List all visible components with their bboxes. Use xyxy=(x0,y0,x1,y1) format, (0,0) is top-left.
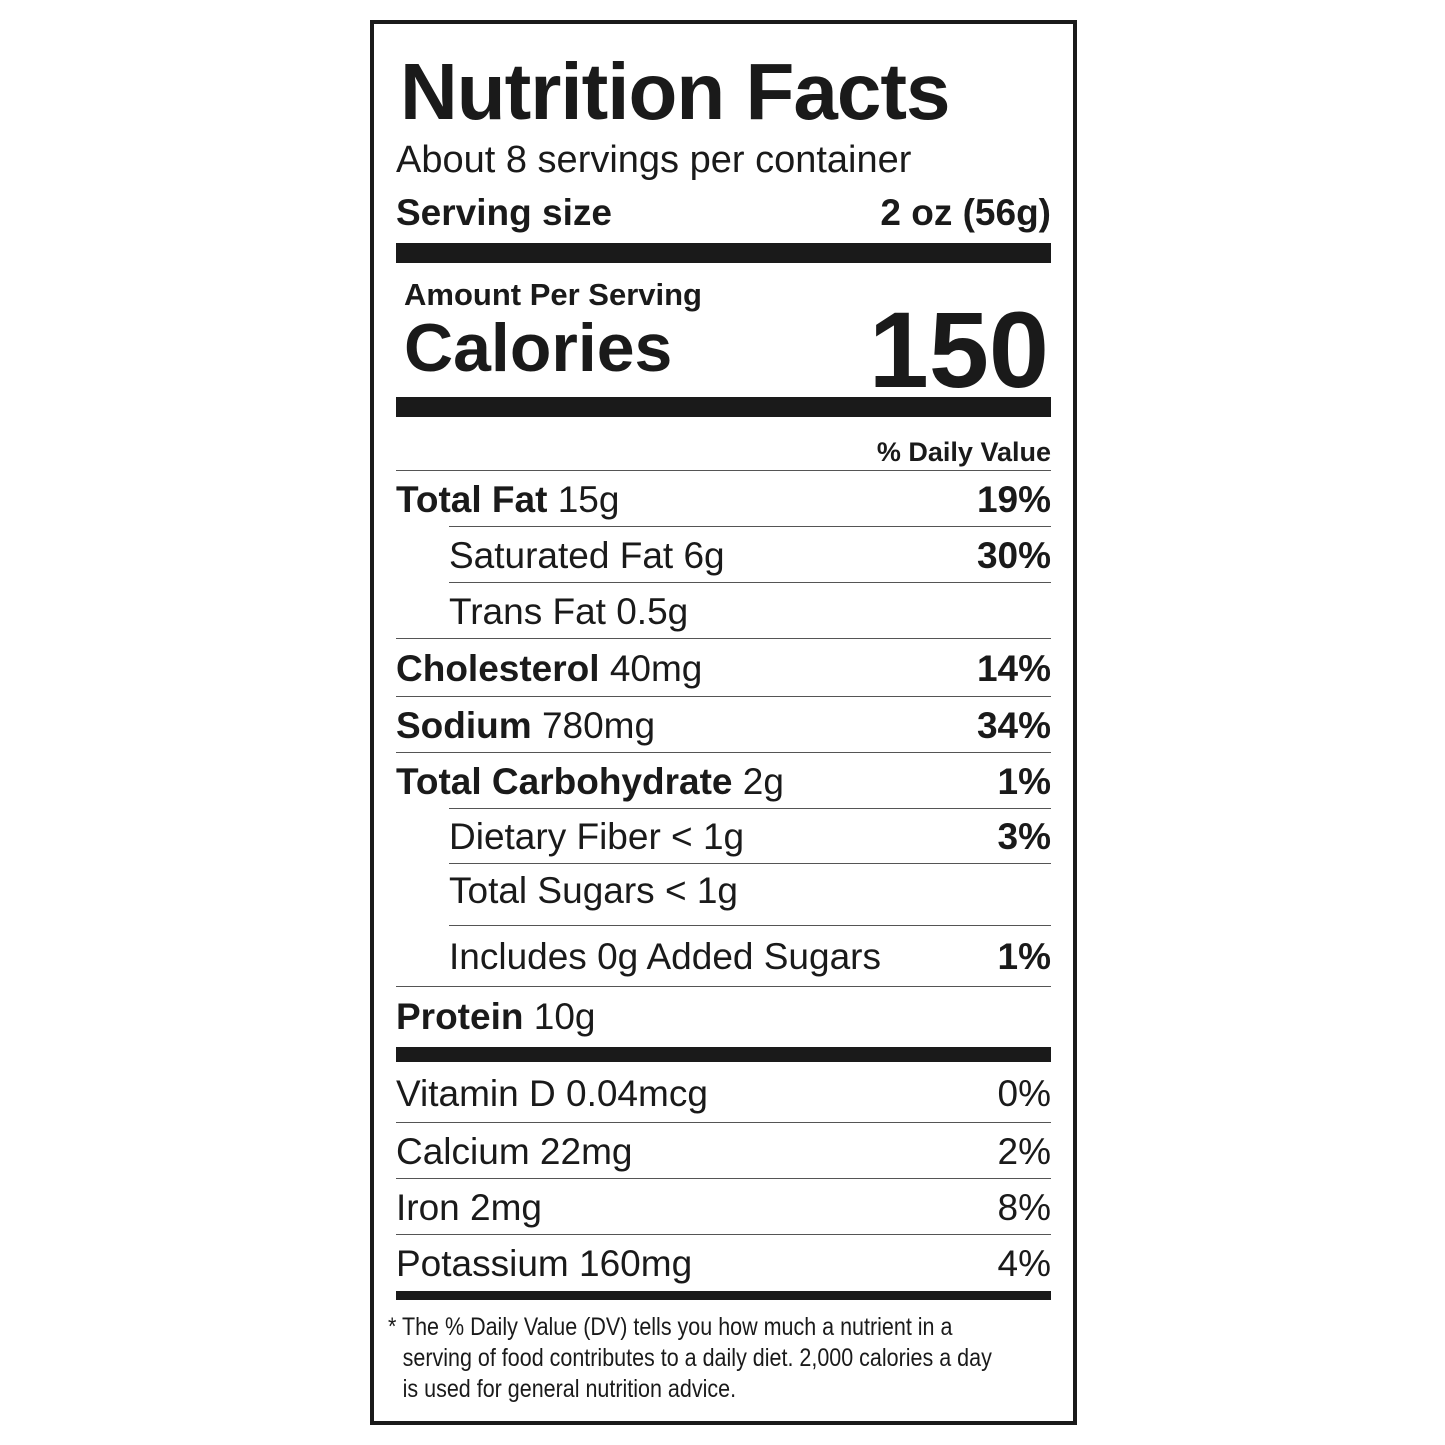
label-title: Nutrition Facts xyxy=(400,47,950,136)
vitamin-name: Iron 2mg xyxy=(396,1186,543,1228)
nutrient-amount: 780mg xyxy=(541,704,656,746)
nutrient-row-total-fat: Total Fat 15g 19% xyxy=(396,470,1051,527)
thick-divider xyxy=(396,397,1051,417)
nutrient-row-added-sugars: Includes 0g Added Sugars 1% xyxy=(449,925,1051,987)
footnote-line: serving of food contributes to a daily d… xyxy=(402,1344,992,1372)
nutrient-name: Total Fat xyxy=(396,478,548,520)
nutrient-row-total-carbohydrate: Total Carbohydrate 2g 1% xyxy=(396,752,1051,809)
nutrient-name: Total Carbohydrate xyxy=(396,760,733,802)
serving-size-label: Serving size xyxy=(396,192,612,233)
daily-value-header: % Daily Value xyxy=(876,437,1051,467)
vitamin-row: Potassium 160mg 4% xyxy=(396,1234,1051,1291)
vitamin-dv: 2% xyxy=(997,1130,1051,1172)
nutrient-dv: 30% xyxy=(976,534,1051,576)
nutrient-dv: 19% xyxy=(976,478,1051,520)
nutrient-amount: 10g xyxy=(533,996,596,1037)
nutrition-facts-label: Nutrition Facts About 8 servings per con… xyxy=(370,20,1077,1425)
footnote: * The % Daily Value (DV) tells you how m… xyxy=(388,1312,1024,1405)
vitamin-name: Potassium 160mg xyxy=(396,1242,693,1284)
vitamin-name: Calcium 22mg xyxy=(396,1130,633,1172)
calories-label: Calories xyxy=(404,310,673,386)
nutrient-name: Trans Fat 0.5g xyxy=(449,590,689,632)
serving-size-value: 2 oz (56g) xyxy=(880,192,1051,233)
amount-per-serving: Amount Per Serving xyxy=(404,277,702,312)
thick-divider xyxy=(396,243,1051,263)
vitamin-row: Calcium 22mg 2% xyxy=(396,1122,1051,1179)
nutrient-name: Includes 0g Added Sugars xyxy=(449,936,881,977)
nutrient-dv: 14% xyxy=(976,647,1051,689)
calories-value: 150 xyxy=(868,289,1049,410)
nutrient-row-dietary-fiber: Dietary Fiber < 1g 3% xyxy=(449,808,1051,864)
nutrient-dv: 34% xyxy=(976,704,1051,746)
vitamin-dv: 4% xyxy=(997,1242,1051,1284)
nutrient-name: Total Sugars < 1g xyxy=(449,870,738,911)
nutrient-row-sodium: Sodium 780mg 34% xyxy=(396,696,1051,753)
nutrient-row-total-sugars: Total Sugars < 1g xyxy=(449,863,1051,925)
nutrient-name: Protein xyxy=(396,996,524,1037)
footnote-line: * The % Daily Value (DV) tells you how m… xyxy=(388,1313,953,1341)
thick-divider xyxy=(396,1047,1051,1062)
vitamin-row: Iron 2mg 8% xyxy=(396,1178,1051,1235)
nutrient-amount: 2g xyxy=(742,760,784,802)
nutrient-dv: 1% xyxy=(997,936,1051,977)
vitamin-name: Vitamin D 0.04mcg xyxy=(396,1072,708,1114)
thick-divider xyxy=(396,1291,1051,1300)
nutrient-dv: 3% xyxy=(997,816,1051,857)
nutrient-name: Dietary Fiber < 1g xyxy=(449,816,745,857)
nutrient-row-trans-fat: Trans Fat 0.5g xyxy=(449,582,1051,639)
vitamin-dv: 8% xyxy=(997,1186,1051,1228)
serving-size-row: Serving size 2 oz (56g) xyxy=(396,194,1051,231)
nutrient-row-cholesterol: Cholesterol 40mg 14% xyxy=(396,638,1051,697)
nutrient-amount: 40mg xyxy=(609,647,703,689)
nutrient-dv: 1% xyxy=(997,760,1051,802)
nutrient-row-protein: Protein 10g xyxy=(396,986,1051,1046)
footnote-line: is used for general nutrition advice. xyxy=(402,1375,737,1403)
nutrient-name: Sodium xyxy=(396,704,532,746)
nutrient-name: Cholesterol xyxy=(396,647,600,689)
servings-per-container: About 8 servings per container xyxy=(396,139,912,181)
nutrient-name: Saturated Fat 6g xyxy=(449,534,725,576)
vitamin-row: Vitamin D 0.04mcg 0% xyxy=(396,1064,1051,1122)
vitamin-dv: 0% xyxy=(997,1072,1051,1114)
nutrient-amount: 15g xyxy=(557,478,620,520)
nutrient-row-saturated-fat: Saturated Fat 6g 30% xyxy=(449,526,1051,583)
